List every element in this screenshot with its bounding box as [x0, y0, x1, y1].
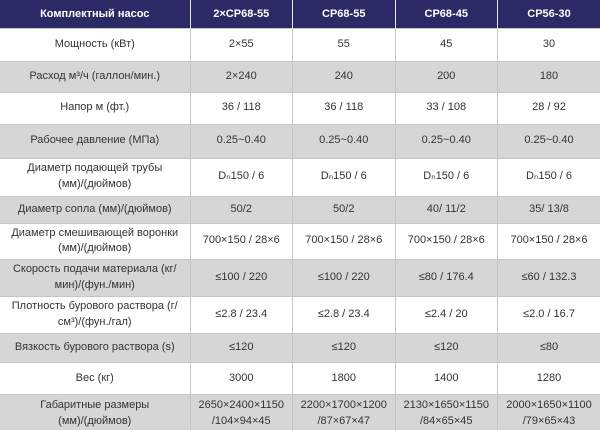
- spec-value: Dₙ150 / 6: [497, 157, 600, 197]
- table-row-nozzle: Диаметр сопла (мм)/(дюймов) 50/2 50/2 40…: [0, 195, 600, 224]
- spec-value: ≤120: [292, 333, 396, 364]
- spec-value: 200: [394, 60, 498, 93]
- table-row-feed-rate: Скорость подачи материала (кг/мин)/(фун.…: [0, 259, 600, 298]
- spec-value: Dₙ150 / 6: [189, 157, 293, 197]
- spec-value: 0.25~0.40: [292, 123, 396, 159]
- spec-value: 700×150 / 28×6: [394, 222, 498, 261]
- column-header-title: Комплектный насос: [0, 0, 190, 28]
- row-label: Вес (кг): [0, 362, 191, 396]
- spec-value: 700×150 / 28×6: [292, 222, 396, 261]
- table-row-weight: Вес (кг) 3000 1800 1400 1280: [0, 362, 600, 396]
- column-header-model-2: CP68-55: [292, 0, 395, 28]
- table-row-mixing-funnel: Диаметр смешивающей воронки (мм)/(дюймов…: [0, 222, 600, 261]
- spec-value: 1800: [292, 362, 396, 396]
- spec-value: ≤80 / 176.4: [394, 259, 498, 298]
- spec-value: 28 / 92: [497, 91, 600, 125]
- column-header-model-3: CP68-45: [394, 0, 498, 28]
- row-label: Напор м (фт.): [0, 91, 191, 125]
- spec-value: ≤100 / 220: [292, 259, 396, 298]
- spec-value: ≤120: [189, 333, 293, 364]
- spec-value: 36 / 118: [292, 91, 396, 125]
- spec-value: 0.25~0.40: [497, 123, 600, 159]
- spec-value: Dₙ150 / 6: [292, 157, 396, 197]
- table-row-dimensions: Габаритные размеры (мм)/(дюймов) 2650×24…: [0, 394, 600, 430]
- column-header-model-4: CP56-30: [497, 0, 600, 28]
- spec-value: ≤120: [394, 333, 498, 364]
- spec-value: 2200×1700×1200 /87×67×47: [292, 394, 396, 430]
- table-row-power: Мощность (кВт) 2×55 55 45 30: [0, 27, 600, 62]
- table-row-head: Напор м (фт.) 36 / 118 36 / 118 33 / 108…: [0, 91, 600, 125]
- row-label: Рабочее давление (МПа): [0, 123, 191, 159]
- spec-value: ≤2.8 / 23.4: [292, 296, 396, 335]
- spec-value: 0.25~0.40: [394, 123, 498, 159]
- row-label: Расход м³/ч (галлон/мин.): [0, 60, 191, 93]
- table-row-pressure: Рабочее давление (МПа) 0.25~0.40 0.25~0.…: [0, 123, 600, 159]
- spec-value: 700×150 / 28×6: [497, 222, 600, 261]
- spec-value: 30: [497, 27, 600, 62]
- table-row-mud-viscosity: Вязкость бурового раствора (s) ≤120 ≤120…: [0, 333, 600, 364]
- spec-value: 1280: [497, 362, 600, 396]
- row-label: Мощность (кВт): [0, 27, 191, 62]
- spec-value: ≤80: [497, 333, 600, 364]
- row-label: Диаметр подающей трубы (мм)/(дюймов): [0, 157, 191, 197]
- spec-value: 180: [497, 60, 600, 93]
- spec-value: 50/2: [189, 195, 293, 224]
- spec-value: 2×55: [189, 27, 293, 62]
- column-header-model-1: 2×CP68-55: [189, 0, 293, 28]
- row-label: Габаритные размеры (мм)/(дюймов): [0, 394, 191, 430]
- header-row: Комплектный насос 2×CP68-55 CP68-55 CP68…: [0, 0, 600, 28]
- spec-value: 55: [292, 27, 396, 62]
- spec-value: 0.25~0.40: [189, 123, 293, 159]
- row-label: Вязкость бурового раствора (s): [0, 333, 191, 364]
- spec-value: 50/2: [292, 195, 396, 224]
- table-row-feed-pipe: Диаметр подающей трубы (мм)/(дюймов) Dₙ1…: [0, 157, 600, 197]
- row-label: Скорость подачи материала (кг/мин)/(фун.…: [0, 259, 191, 298]
- spec-value: 2×240: [189, 60, 293, 93]
- spec-value: ≤2.0 / 16.7: [497, 296, 600, 335]
- spec-value: ≤60 / 132.3: [497, 259, 600, 298]
- spec-value: 3000: [189, 362, 293, 396]
- spec-value: 700×150 / 28×6: [189, 222, 293, 261]
- spec-value: 2650×2400×1150 /104×94×45: [189, 394, 293, 430]
- spec-value: ≤2.8 / 23.4: [189, 296, 293, 335]
- spec-value: 35/ 13/8: [497, 195, 600, 224]
- spec-value: 1400: [394, 362, 498, 396]
- row-label: Диаметр смешивающей воронки (мм)/(дюймов…: [0, 222, 191, 261]
- spec-value: 36 / 118: [189, 91, 293, 125]
- row-label: Диаметр сопла (мм)/(дюймов): [0, 195, 191, 224]
- spec-value: 2000×1650×1100 /79×65×43: [497, 394, 600, 430]
- spec-value: 40/ 11/2: [394, 195, 498, 224]
- spec-value: ≤2.4 / 20: [394, 296, 498, 335]
- row-label: Плотность бурового раствора (г/см³)/(фун…: [0, 296, 191, 335]
- spec-value: 2130×1650×1150 /84×65×45: [394, 394, 498, 430]
- spec-value: Dₙ150 / 6: [394, 157, 498, 197]
- spec-value: 33 / 108: [394, 91, 498, 125]
- spec-value: 240: [292, 60, 396, 93]
- table-row-mud-density: Плотность бурового раствора (г/см³)/(фун…: [0, 296, 600, 335]
- table-row-flow: Расход м³/ч (галлон/мин.) 2×240 240 200 …: [0, 60, 600, 93]
- spec-value: 45: [394, 27, 498, 62]
- spec-value: ≤100 / 220: [189, 259, 293, 298]
